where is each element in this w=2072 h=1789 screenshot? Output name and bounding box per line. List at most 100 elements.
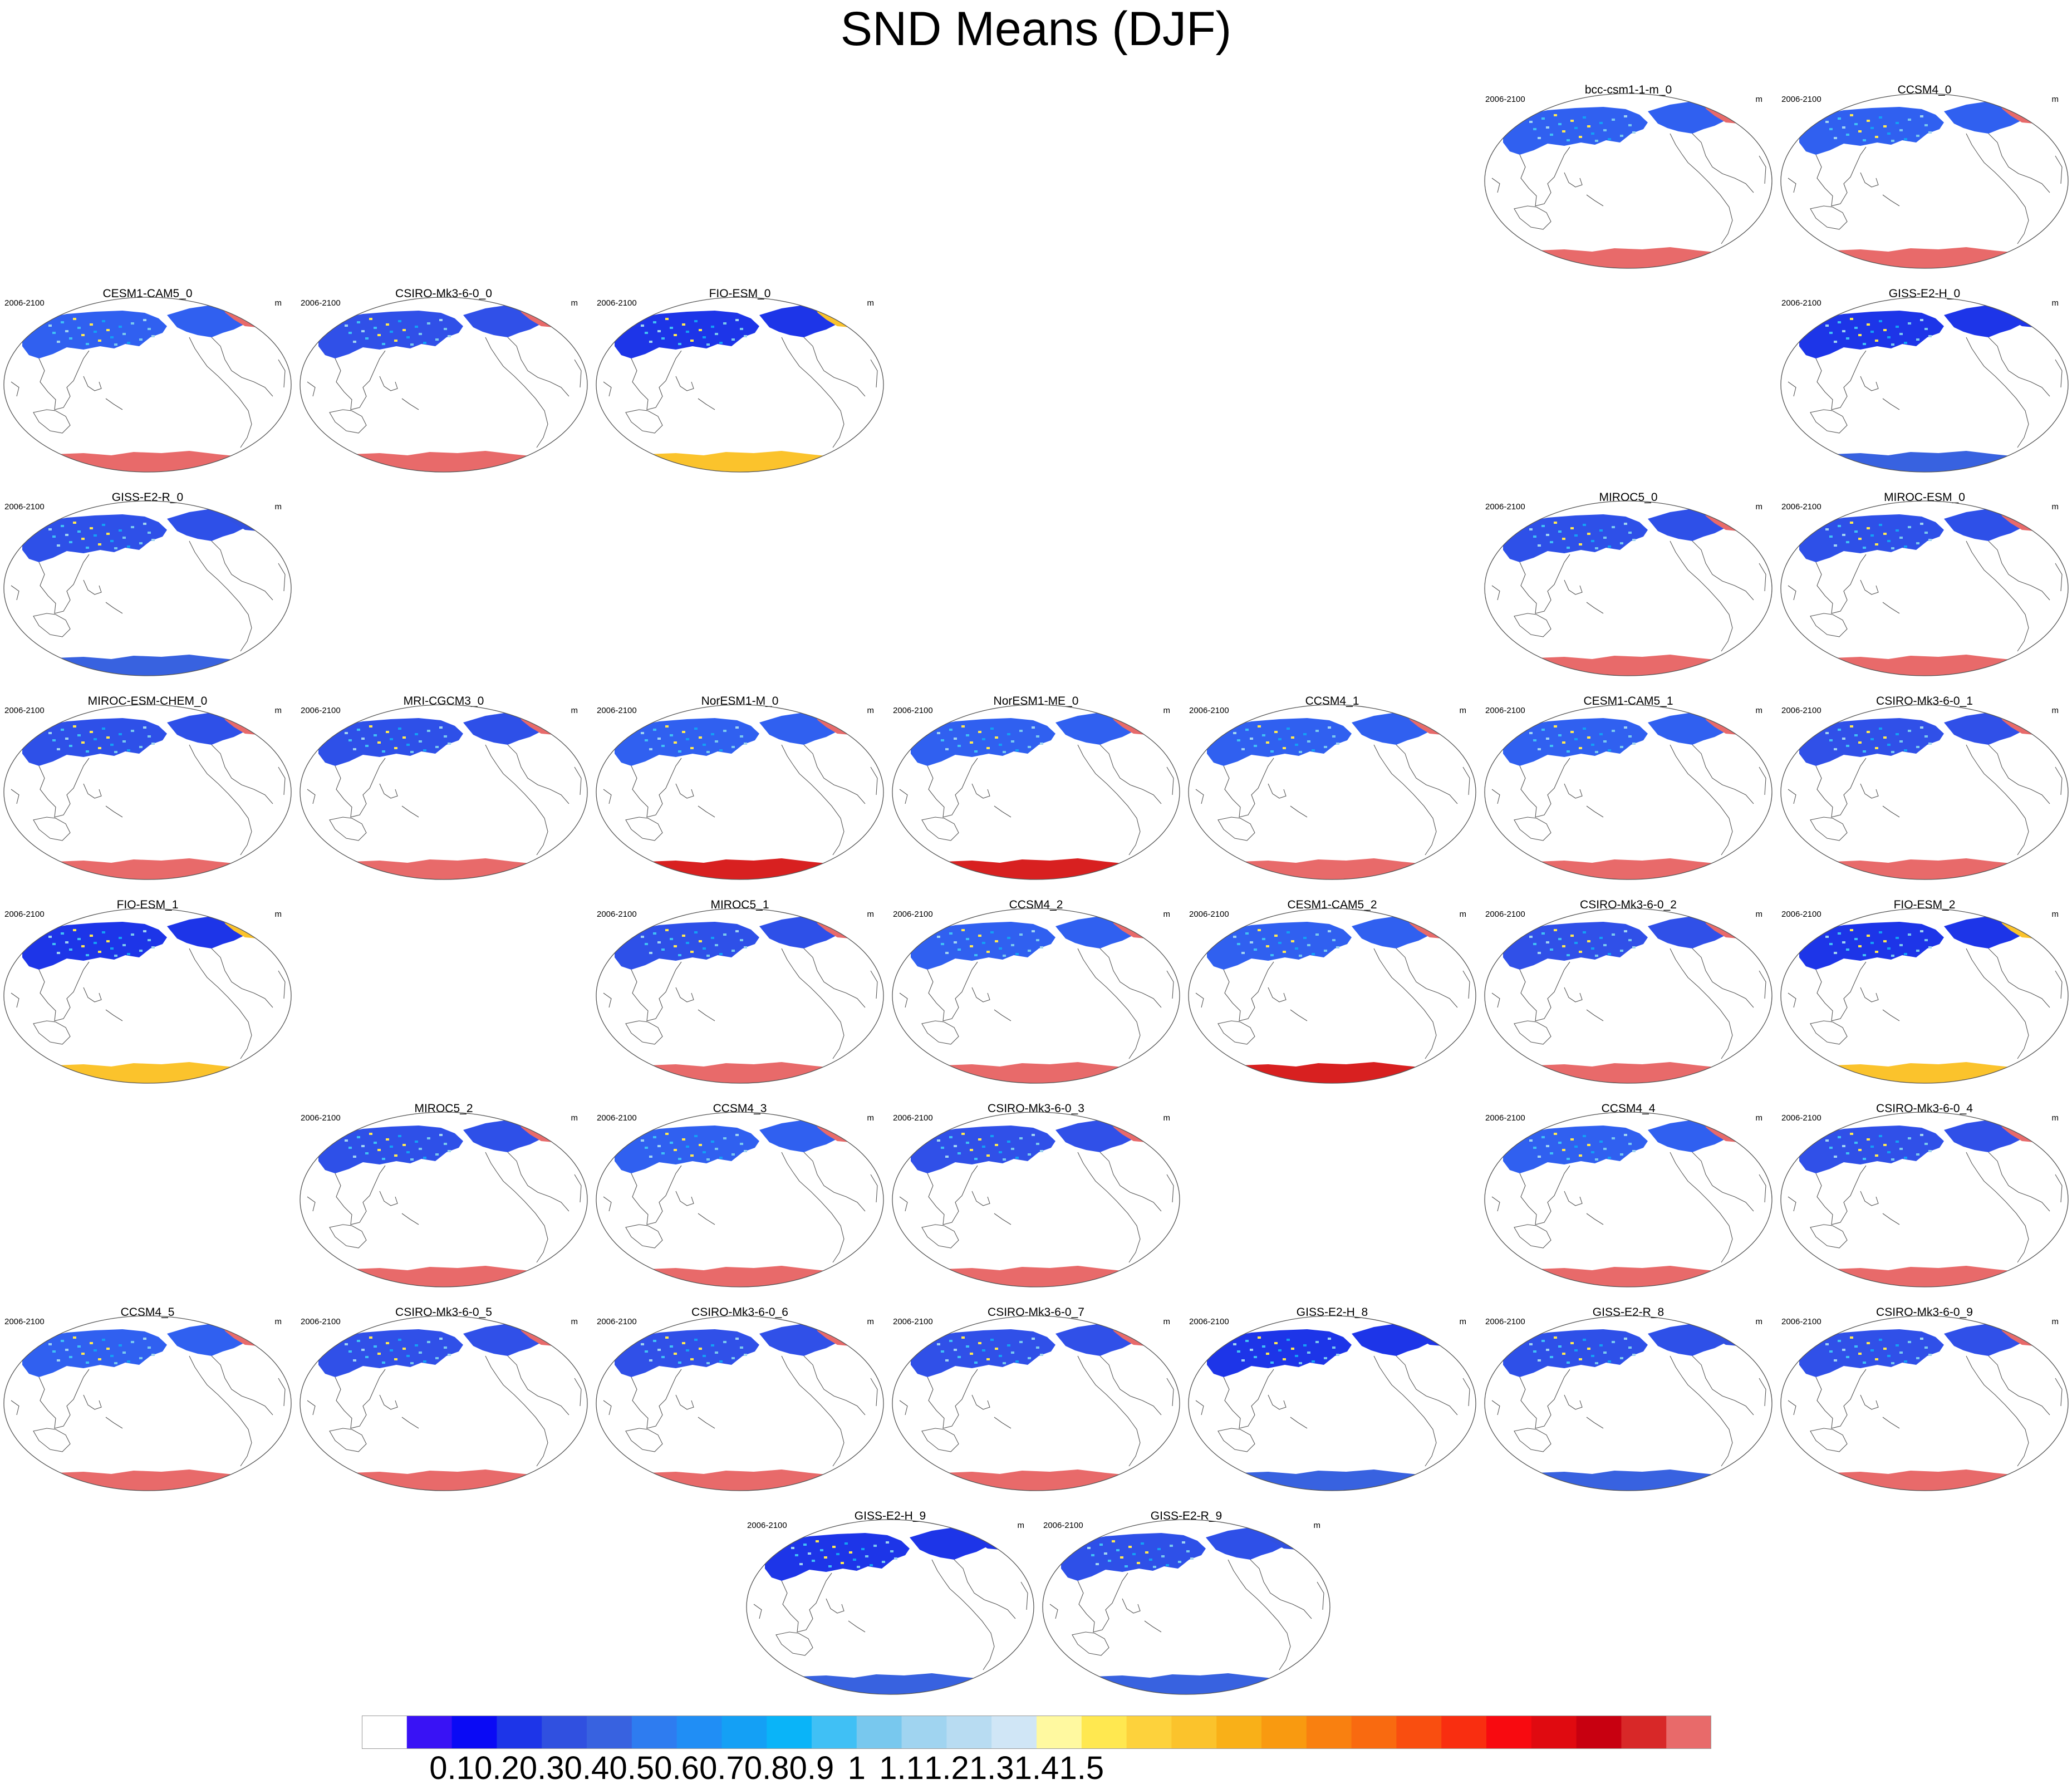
panel-period-label: 2006-2100 bbox=[597, 706, 637, 715]
north-america-snow bbox=[1944, 916, 2025, 948]
eurasia-snow bbox=[1799, 514, 1944, 562]
colorbar-swatch bbox=[1621, 1716, 1667, 1749]
north-america-snow bbox=[910, 1527, 990, 1560]
panel-title: GISS-E2-H_0 bbox=[1888, 287, 1961, 300]
colorbar-swatch bbox=[946, 1716, 992, 1749]
panel-period-label: 2006-2100 bbox=[1485, 706, 1525, 715]
map-panel: CSIRO-Mk3-6-0_2 2006-2100 m bbox=[1481, 898, 1776, 1088]
map-panel: MIROC-ESM_0 2006-2100 m bbox=[1777, 491, 2072, 680]
panel-period-label: 2006-2100 bbox=[4, 706, 45, 715]
colorbar-tick-label: 1.2 bbox=[924, 1750, 969, 1786]
robinson-map bbox=[596, 1112, 884, 1287]
eurasia-snow bbox=[318, 311, 463, 358]
panel-title: CCSM4_1 bbox=[1305, 695, 1359, 707]
map-boundary bbox=[892, 1315, 1180, 1491]
panel-title: CSIRO-Mk3-6-0_0 bbox=[395, 287, 492, 300]
panel-period-label: 2006-2100 bbox=[1043, 1521, 1083, 1530]
eurasia-snow bbox=[615, 311, 759, 358]
map-boundary bbox=[1780, 1112, 2069, 1287]
colorbar-swatch bbox=[406, 1716, 453, 1749]
colorbar-tick-labels: 0.1 0.2 0.3 0.4 0.5 0.6 0.7 0.8 0.9 1 1.1 1.2 1.3 1.4… bbox=[362, 1750, 1711, 1789]
eurasia-snow bbox=[1503, 922, 1648, 970]
panel-period-label: 2006-2100 bbox=[301, 1317, 341, 1326]
north-america-snow bbox=[759, 916, 840, 948]
map-panel: CSIRO-Mk3-6-0_9 2006-2100 m bbox=[1777, 1306, 2072, 1495]
north-america-snow bbox=[759, 305, 840, 337]
panel-title: CSIRO-Mk3-6-0_4 bbox=[1876, 1102, 1973, 1115]
panel-period-label: 2006-2100 bbox=[1485, 95, 1525, 104]
panel-period-label: 2006-2100 bbox=[4, 1317, 45, 1326]
colorbar-swatch bbox=[1306, 1716, 1352, 1749]
colorbar bbox=[362, 1716, 1711, 1749]
panel-title: CSIRO-Mk3-6-0_9 bbox=[1876, 1306, 1973, 1319]
robinson-map bbox=[892, 1112, 1180, 1287]
panel-units-label: m bbox=[274, 298, 282, 308]
map-boundary bbox=[1484, 1315, 1773, 1491]
map-boundary bbox=[1484, 704, 1773, 880]
robinson-map bbox=[1780, 908, 2069, 1084]
eurasia-snow bbox=[22, 1329, 167, 1377]
north-america-snow bbox=[1944, 1324, 2025, 1356]
panel-units-label: m bbox=[571, 298, 578, 308]
panel-units-label: m bbox=[1017, 1521, 1025, 1530]
map-panel: MRI-CGCM3_0 2006-2100 m bbox=[296, 695, 591, 884]
panel-units-label: m bbox=[1459, 1317, 1467, 1326]
colorbar-tick-label: 0.2 bbox=[474, 1750, 519, 1786]
panel-period-label: 2006-2100 bbox=[1781, 1317, 1821, 1326]
eurasia-snow bbox=[615, 1329, 759, 1377]
panel-title: CSIRO-Mk3-6-0_5 bbox=[395, 1306, 492, 1319]
map-panel: GISS-E2-R_8 2006-2100 m bbox=[1481, 1306, 1776, 1495]
colorbar-swatch bbox=[1126, 1716, 1172, 1749]
map-panel: GISS-E2-R_9 2006-2100 m bbox=[1039, 1510, 1334, 1699]
map-panel: CESM1-CAM5_2 2006-2100 m bbox=[1185, 898, 1480, 1088]
robinson-map bbox=[1780, 1315, 2069, 1491]
robinson-map bbox=[1042, 1519, 1330, 1695]
map-boundary bbox=[3, 500, 292, 676]
map-boundary bbox=[1484, 908, 1773, 1084]
panel-period-label: 2006-2100 bbox=[597, 910, 637, 919]
robinson-map bbox=[3, 704, 292, 880]
map-panel: CSIRO-Mk3-6-0_6 2006-2100 m bbox=[592, 1306, 887, 1495]
map-boundary bbox=[1484, 500, 1773, 676]
north-america-snow bbox=[1206, 1527, 1287, 1560]
north-america-snow bbox=[167, 1324, 248, 1356]
panel-period-label: 2006-2100 bbox=[1485, 502, 1525, 512]
panel-title: FIO-ESM_2 bbox=[1893, 898, 1956, 911]
eurasia-snow bbox=[22, 718, 167, 766]
north-america-snow bbox=[463, 1120, 544, 1152]
robinson-map bbox=[1780, 297, 2069, 473]
panel-period-label: 2006-2100 bbox=[597, 298, 637, 308]
panel-units-label: m bbox=[274, 1317, 282, 1326]
panel-period-label: 2006-2100 bbox=[1781, 502, 1821, 512]
map-panel: CSIRO-Mk3-6-0_7 2006-2100 m bbox=[888, 1306, 1184, 1495]
robinson-map bbox=[3, 500, 292, 676]
map-boundary bbox=[1780, 297, 2069, 473]
eurasia-snow bbox=[615, 1126, 759, 1173]
panel-title: MIROC5_0 bbox=[1599, 491, 1658, 504]
map-panel: CESM1-CAM5_1 2006-2100 m bbox=[1481, 695, 1776, 884]
north-america-snow bbox=[759, 1120, 840, 1152]
panel-title: GISS-E2-R_9 bbox=[1150, 1510, 1222, 1522]
robinson-map bbox=[3, 1315, 292, 1491]
panel-title: MIROC5_2 bbox=[414, 1102, 473, 1115]
eurasia-snow bbox=[1207, 922, 1352, 970]
panel-title: FIO-ESM_1 bbox=[116, 898, 179, 911]
eurasia-snow bbox=[318, 718, 463, 766]
colorbar-swatch bbox=[1037, 1716, 1082, 1749]
map-boundary bbox=[1780, 500, 2069, 676]
map-panel: CCSM4_3 2006-2100 m bbox=[592, 1102, 887, 1291]
colorbar-tick-label: 0.9 bbox=[789, 1750, 834, 1786]
panel-title: CCSM4_3 bbox=[713, 1102, 767, 1115]
colorbar-swatch bbox=[1531, 1716, 1577, 1749]
robinson-map bbox=[596, 297, 884, 473]
colorbar-swatch bbox=[1396, 1716, 1442, 1749]
colorbar-tick-label: 0.4 bbox=[564, 1750, 610, 1786]
north-america-snow bbox=[1648, 712, 1729, 745]
map-boundary bbox=[3, 704, 292, 880]
map-panel: FIO-ESM_2 2006-2100 m bbox=[1777, 898, 2072, 1088]
colorbar-swatch bbox=[991, 1716, 1037, 1749]
colorbar-swatch bbox=[1576, 1716, 1622, 1749]
eurasia-snow bbox=[1061, 1533, 1206, 1581]
panel-units-label: m bbox=[571, 1113, 578, 1123]
robinson-map bbox=[1484, 1112, 1773, 1287]
